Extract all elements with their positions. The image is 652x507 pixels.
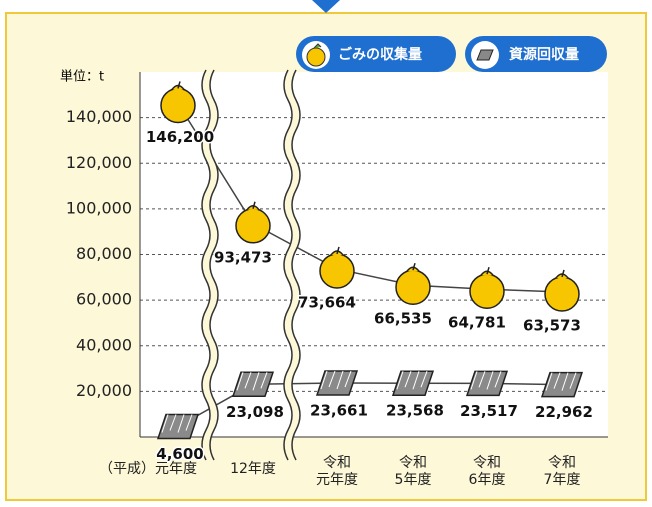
data-label: 63,573 bbox=[523, 316, 581, 334]
unit-label: 単位：t bbox=[60, 69, 104, 85]
marker bbox=[161, 88, 195, 122]
y-tick-label: 20,000 bbox=[76, 381, 132, 400]
data-label: 64,781 bbox=[448, 314, 506, 332]
legend-label: 資源回収量 bbox=[509, 44, 579, 64]
pointer bbox=[312, 0, 340, 13]
y-tick-label: 120,000 bbox=[66, 153, 132, 172]
legend-item: ごみの収集量 bbox=[296, 36, 456, 72]
legend-label: ごみの収集量 bbox=[338, 44, 422, 64]
legend-icon bbox=[296, 36, 332, 72]
page: 単位：t 20,000 40,000 60,000 80,000 100,000 120,… bbox=[0, 0, 652, 507]
y-tick-label: 80,000 bbox=[76, 244, 132, 263]
data-label: 23,568 bbox=[386, 402, 444, 420]
marker bbox=[236, 209, 270, 243]
data-label: 93,473 bbox=[214, 248, 272, 266]
data-label: 73,664 bbox=[298, 293, 356, 311]
legend-item: 資源回収量 bbox=[465, 36, 607, 72]
x-tick-label: （平成）元年度 bbox=[93, 461, 203, 478]
y-tick-label: 100,000 bbox=[66, 198, 132, 217]
marker bbox=[470, 274, 504, 308]
y-tick-label: 60,000 bbox=[76, 290, 132, 309]
y-tick-label: 40,000 bbox=[76, 335, 132, 354]
data-label: 146,200 bbox=[146, 128, 214, 146]
legend-icon bbox=[465, 36, 501, 72]
marker bbox=[396, 270, 430, 304]
data-label: 22,962 bbox=[535, 403, 593, 421]
y-tick-label: 140,000 bbox=[66, 107, 132, 126]
data-label: 23,517 bbox=[460, 402, 518, 420]
data-label: 23,098 bbox=[226, 403, 284, 421]
marker bbox=[320, 254, 354, 288]
data-label: 23,661 bbox=[310, 402, 368, 420]
chart: 単位：t 20,000 40,000 60,000 80,000 100,000 120,… bbox=[0, 0, 652, 507]
data-label: 66,535 bbox=[374, 310, 432, 328]
x-tick-label: 令和 7年度 bbox=[507, 455, 617, 489]
marker bbox=[545, 277, 579, 311]
